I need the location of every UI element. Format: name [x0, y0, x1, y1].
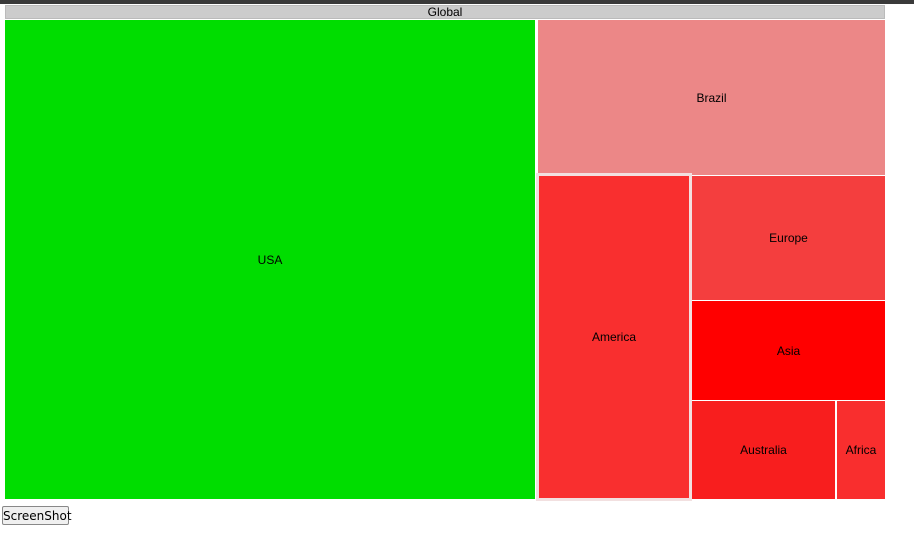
treemap-node[interactable]: Australia	[692, 401, 835, 499]
treemap-header[interactable]: Global	[5, 5, 885, 19]
window-bar	[0, 0, 914, 4]
treemap-node[interactable]: Africa	[837, 401, 885, 499]
screenshot-button[interactable]: ScreenShot	[2, 506, 72, 525]
treemap-node[interactable]: Asia	[692, 301, 885, 400]
treemap-node[interactable]: Brazil	[538, 20, 885, 175]
treemap-node[interactable]: America	[536, 173, 692, 501]
treemap-node[interactable]: USA	[5, 20, 535, 499]
treemap-node[interactable]: Europe	[692, 176, 885, 300]
